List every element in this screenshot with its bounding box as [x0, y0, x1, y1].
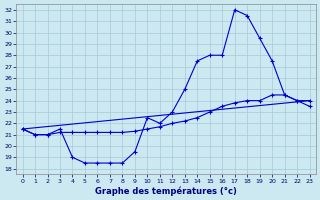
X-axis label: Graphe des températures (°c): Graphe des températures (°c)	[95, 186, 237, 196]
